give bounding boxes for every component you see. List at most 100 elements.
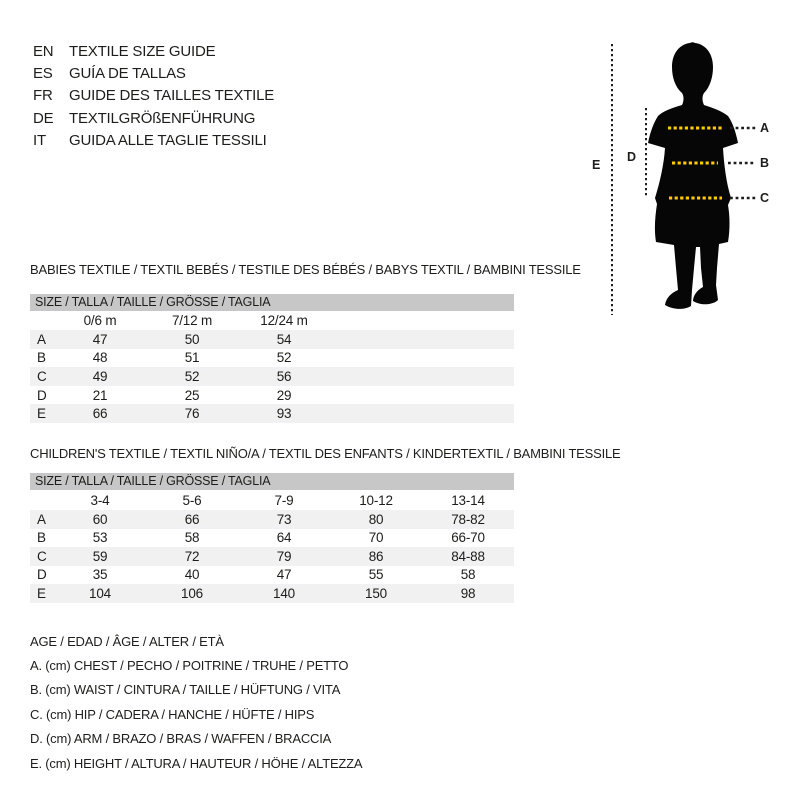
- childrens-column-headers: 3-4 5-6 7-9 10-12 13-14: [30, 490, 514, 510]
- table-cell: 21: [92, 387, 108, 403]
- table-cell: 56: [276, 368, 292, 384]
- legend-arm-line: D. (cm) ARM / BRAZO / BRAS / WAFFEN / BR…: [30, 731, 332, 747]
- language-title: GUIDE DES TAILLES TEXTILE: [69, 87, 275, 105]
- table-cell: 66-70: [451, 530, 485, 546]
- babies-textile-section: BABIES TEXTILE / TEXTIL BEBÉS / TESTILE …: [30, 262, 581, 423]
- language-code: ES: [33, 65, 53, 83]
- table-cell: 66: [92, 406, 108, 422]
- table-row: E 104 106 140 150 98: [30, 584, 514, 603]
- language-row-fr: FR GUIDE DES TAILLES TEXTILE: [33, 85, 274, 107]
- marker-label-e: E: [592, 158, 600, 172]
- table-cell: 35: [92, 567, 108, 583]
- table-cell: 70: [368, 530, 384, 546]
- language-title: TEXTILE SIZE GUIDE: [69, 42, 216, 60]
- table-cell: 51: [184, 350, 200, 366]
- row-label: B: [37, 350, 46, 366]
- row-label: D: [37, 387, 47, 403]
- measurement-figure: A B C D E: [580, 30, 800, 330]
- table-cell: 52: [276, 350, 292, 366]
- table-cell: 52: [184, 368, 200, 384]
- row-label: E: [37, 585, 46, 601]
- language-title-list: EN TEXTILE SIZE GUIDE ES GUÍA DE TALLAS …: [33, 40, 274, 152]
- language-row-en: EN TEXTILE SIZE GUIDE: [33, 40, 274, 62]
- table-row: A 60 66 73 80 78-82: [30, 510, 514, 529]
- marker-label-a: A: [760, 121, 769, 135]
- legend-chest-line: A. (cm) CHEST / PECHO / POITRINE / TRUHE…: [30, 658, 349, 674]
- marker-label-d: D: [627, 150, 636, 164]
- language-title: GUÍA DE TALLAS: [69, 65, 186, 83]
- table-cell: 40: [184, 567, 200, 583]
- row-label: E: [37, 406, 46, 422]
- table-cell: 47: [276, 567, 292, 583]
- table-cell: 58: [184, 530, 200, 546]
- table-row: D 35 40 47 55 58: [30, 566, 514, 585]
- table-cell: 58: [460, 567, 476, 583]
- table-cell: 49: [92, 368, 108, 384]
- language-code: FR: [33, 87, 53, 105]
- table-row: A 47 50 54: [30, 330, 514, 349]
- legend-waist-line: B. (cm) WAIST / CINTURA / TAILLE / HÜFTU…: [30, 682, 341, 698]
- table-cell: 86: [368, 548, 384, 564]
- table-cell: 25: [184, 387, 200, 403]
- childrens-textile-section: CHILDREN'S TEXTILE / TEXTIL NIÑO/A / TEX…: [30, 446, 621, 603]
- table-cell: 104: [89, 585, 111, 601]
- marker-label-b: B: [760, 156, 769, 170]
- childrens-size-bar: SIZE / TALLA / TAILLE / GRÖSSE / TAGLIA: [30, 473, 514, 490]
- row-label: A: [37, 511, 46, 527]
- table-cell: 72: [184, 548, 200, 564]
- legend-hip-line: C. (cm) HIP / CADERA / HANCHE / HÜFTE / …: [30, 706, 315, 722]
- column-header: 3-4: [90, 492, 110, 508]
- table-cell: 78-82: [451, 511, 485, 527]
- table-cell: 50: [184, 331, 200, 347]
- table-row: C 49 52 56: [30, 367, 514, 386]
- table-cell: 64: [276, 530, 292, 546]
- table-cell: 140: [273, 585, 295, 601]
- language-title: TEXTILGRÖßENFÜHRUNG: [69, 109, 256, 127]
- childrens-section-heading: CHILDREN'S TEXTILE / TEXTIL NIÑO/A / TEX…: [30, 446, 621, 461]
- marker-label-c: C: [760, 191, 769, 205]
- table-cell: 150: [365, 585, 387, 601]
- table-cell: 106: [181, 585, 203, 601]
- measurement-legend: AGE / EDAD / ÂGE / ALTER / ETÀ A. (cm) C…: [30, 629, 363, 775]
- table-row: B 48 51 52: [30, 349, 514, 368]
- table-cell: 60: [92, 511, 108, 527]
- table-cell: 76: [184, 406, 200, 422]
- column-header: 5-6: [182, 492, 202, 508]
- row-label: C: [37, 548, 47, 564]
- row-label: A: [37, 331, 46, 347]
- language-code: IT: [33, 132, 46, 150]
- row-label: B: [37, 530, 46, 546]
- language-row-de: DE TEXTILGRÖßENFÜHRUNG: [33, 107, 274, 129]
- child-silhouette-icon: [648, 42, 738, 309]
- language-title: GUIDA ALLE TAGLIE TESSILI: [69, 132, 267, 150]
- babies-column-headers: 0/6 m 7/12 m 12/24 m: [30, 311, 514, 330]
- babies-table-body: A 47 50 54 B 48 51 52 C 49 52 56 D 21 25: [30, 330, 514, 423]
- table-cell: 55: [368, 567, 384, 583]
- table-cell: 79: [276, 548, 292, 564]
- table-cell: 84-88: [451, 548, 485, 564]
- table-cell: 29: [276, 387, 292, 403]
- column-header: 7/12 m: [171, 313, 213, 328]
- table-cell: 53: [92, 530, 108, 546]
- column-header: 12/24 m: [260, 313, 308, 328]
- table-cell: 73: [276, 511, 292, 527]
- row-label: D: [37, 567, 47, 583]
- table-cell: 47: [92, 331, 108, 347]
- row-label: C: [37, 368, 47, 384]
- table-cell: 93: [276, 406, 292, 422]
- column-header: 7-9: [274, 492, 294, 508]
- table-cell: 54: [276, 331, 292, 347]
- column-header: 0/6 m: [83, 313, 117, 328]
- table-row: E 66 76 93: [30, 404, 514, 423]
- language-row-it: IT GUIDA ALLE TAGLIE TESSILI: [33, 130, 274, 152]
- column-header: 10-12: [359, 492, 393, 508]
- table-row: D 21 25 29: [30, 386, 514, 405]
- babies-size-bar: SIZE / TALLA / TAILLE / GRÖSSE / TAGLIA: [30, 294, 514, 311]
- language-code: EN: [33, 42, 54, 60]
- table-cell: 80: [368, 511, 384, 527]
- language-code: DE: [33, 109, 54, 127]
- column-header: 13-14: [451, 492, 485, 508]
- table-cell: 59: [92, 548, 108, 564]
- childrens-table-body: A 60 66 73 80 78-82 B 53 58 64 70 66-70 …: [30, 510, 514, 603]
